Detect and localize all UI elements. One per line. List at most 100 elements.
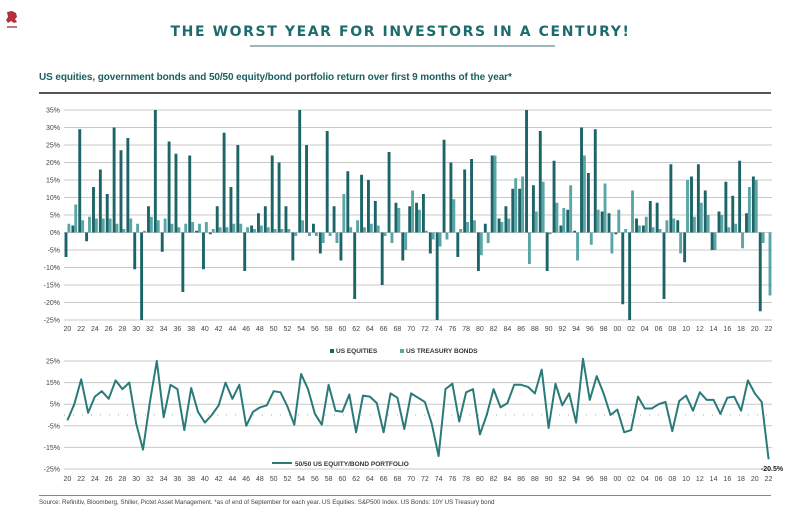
bar-bonds [514, 178, 518, 233]
bar-equities [181, 232, 185, 292]
annotation-2022-value: -20.5% [761, 466, 784, 473]
bar-equities [717, 211, 721, 233]
bar-bonds [486, 232, 490, 243]
x-tick-label: 66 [380, 326, 388, 333]
x-tick-label: 04 [641, 326, 649, 333]
bar-equities [580, 127, 583, 233]
bar-equities [415, 202, 418, 233]
bar-bonds [459, 229, 463, 233]
bar-bonds [576, 232, 579, 261]
bar-equities [257, 213, 260, 233]
line-chart-portfolio: 25% 15% 5% -5% -15% -25% 20 22 24 26 28 30 32 34 36 38 4… [44, 357, 773, 483]
x-tick-label: 58 [325, 476, 333, 483]
bar-equities [566, 209, 570, 233]
y-tick-label: -15% [44, 283, 60, 290]
bar-equities [153, 110, 157, 233]
x-tick-label: 14 [710, 476, 718, 483]
bar-bonds [679, 232, 683, 254]
y-tick-label: -20% [44, 300, 60, 307]
bar-equities [628, 232, 632, 320]
bar-bonds [631, 190, 634, 233]
x-tick-label: 30 [132, 476, 140, 483]
y-tick-label: 35% [46, 108, 60, 115]
bar-bonds [74, 204, 78, 233]
bar-bonds [555, 202, 559, 233]
bar-bonds [610, 232, 614, 254]
bar-bonds [452, 199, 456, 233]
bar-bonds [747, 187, 751, 233]
bar-equities [346, 171, 350, 233]
bar-equities [655, 202, 659, 233]
x-tick-label: 38 [187, 326, 195, 333]
x-tick-label: 06 [655, 326, 663, 333]
y-tick-label: 30% [46, 125, 60, 132]
title-underline [250, 45, 555, 47]
x-tick-label: 70 [407, 326, 415, 333]
bar-bonds [596, 209, 600, 233]
bar-equities [284, 206, 288, 233]
bar-equities [250, 225, 254, 233]
x-tick-label: 44 [229, 476, 237, 483]
bar-bonds [562, 208, 566, 233]
bar-equities [497, 218, 501, 233]
bar-equities [621, 232, 625, 305]
bar-bonds [603, 183, 607, 233]
bar-equities [745, 213, 748, 233]
x-tick-label: 42 [215, 326, 223, 333]
bar-equities [525, 110, 528, 233]
bar-chart-equities-bonds: 35% 30% 25% 20% 15% 10% 5% 0% -5% -10% -15% -20% -25… [44, 108, 773, 334]
bar-bonds [692, 216, 696, 233]
x-tick-label: 74 [435, 476, 443, 483]
bar-equities [387, 152, 391, 233]
bar-equities [85, 232, 89, 242]
bar-bonds [163, 218, 167, 233]
x-tick-label: 94 [572, 476, 580, 483]
y-tick-label: 5% [50, 402, 60, 409]
line-chart-legend: 50/50 US EQUITY/BOND PORTFOLIO [272, 461, 409, 468]
bar-equities [758, 232, 762, 312]
x-tick-label: 16 [723, 476, 731, 483]
x-tick-label: 36 [174, 476, 182, 483]
bar-bonds [665, 220, 669, 233]
bar-bonds [81, 220, 85, 233]
x-tick-label: 54 [297, 476, 305, 483]
bar-bonds [156, 220, 160, 233]
y-tick-label: 20% [46, 160, 60, 167]
bar-bonds [218, 227, 222, 233]
bar-bonds [706, 215, 710, 233]
bar-equities [133, 232, 137, 270]
bar-bonds [658, 229, 662, 233]
x-tick-label: 90 [545, 326, 553, 333]
x-tick-label: 90 [545, 476, 553, 483]
x-tick-label: 76 [448, 476, 456, 483]
bar-bonds [493, 155, 497, 233]
y-tick-label: 15% [46, 178, 60, 185]
x-tick-label: 44 [229, 326, 237, 333]
x-tick-label: 34 [160, 326, 168, 333]
y-tick-label: -5% [48, 248, 60, 255]
bar-equities [531, 185, 535, 233]
bar-bonds [397, 208, 401, 233]
x-tick-label: 10 [682, 476, 690, 483]
x-tick-label: 78 [462, 326, 470, 333]
bar-equities [724, 181, 728, 233]
x-tick-label: 26 [105, 476, 113, 483]
x-tick-label: 82 [490, 326, 498, 333]
x-tick-label: 12 [696, 326, 704, 333]
bar-equities [476, 232, 480, 271]
x-tick-label: 42 [215, 476, 223, 483]
y-tick-label: 25% [46, 359, 60, 366]
bar-bonds [376, 225, 380, 233]
bar-equities [690, 176, 693, 233]
bar-equities [188, 155, 192, 233]
bar-equities [98, 169, 102, 233]
x-tick-label: 74 [435, 326, 443, 333]
bar-equities [593, 129, 597, 233]
x-tick-label: 16 [723, 326, 731, 333]
bar-equities [607, 213, 611, 233]
bar-bonds [136, 223, 140, 233]
bar-equities [229, 187, 233, 233]
bar-bonds [479, 232, 483, 256]
bar-equities [456, 232, 460, 257]
